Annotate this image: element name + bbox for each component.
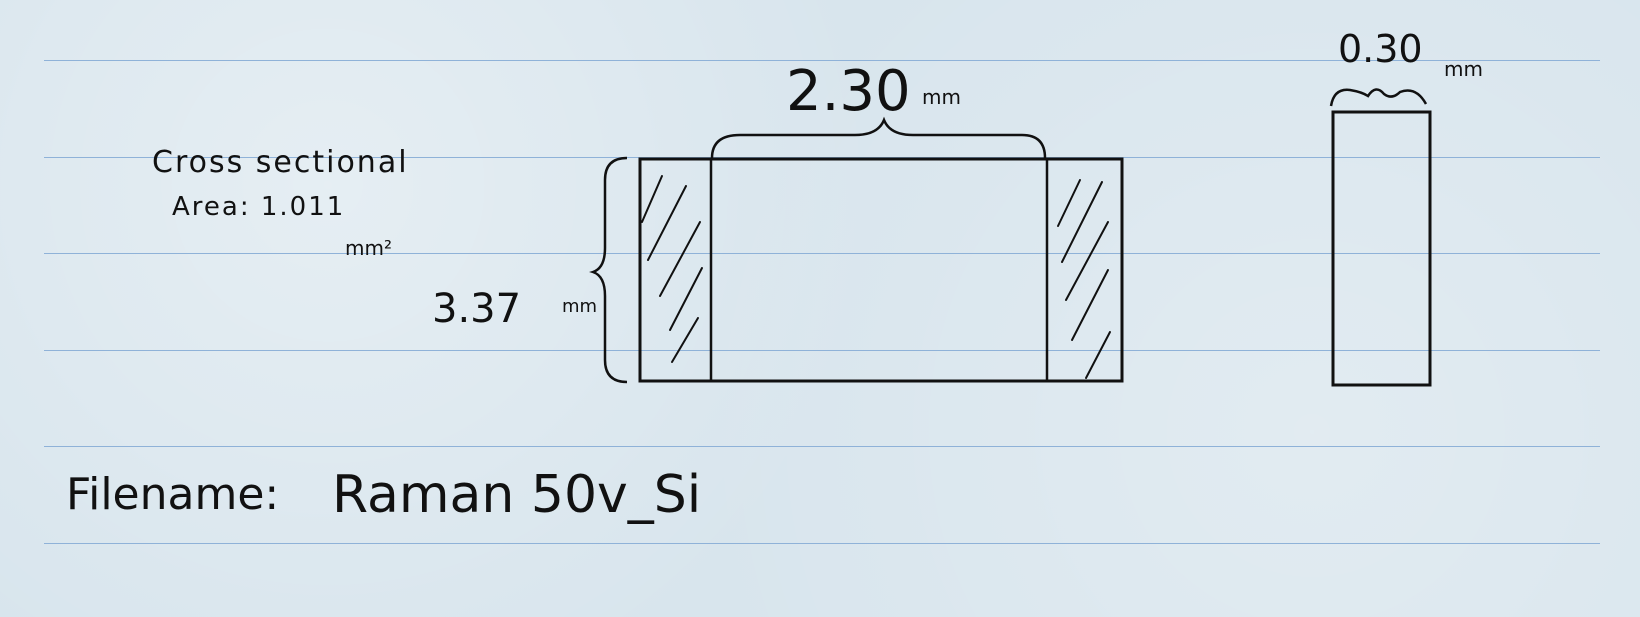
sample-outline [638,157,1124,383]
width-brace [710,116,1047,159]
filename-value: Raman 50v_Si [332,465,701,525]
height-brace [589,156,628,384]
area-label-line2: Area: 1.011 [172,192,345,222]
side-view-outline [1331,110,1432,387]
left-contact-hatching [641,175,703,363]
thickness-unit: mm [1444,57,1483,81]
ruled-line [44,350,1600,351]
thickness-value: 0.30 [1338,27,1423,71]
right-contact-hatching [1057,179,1111,379]
area-unit: mm² [345,236,392,260]
ruled-line [44,253,1600,254]
ruled-line [44,543,1600,544]
filename-label: Filename: [66,469,279,520]
height-unit: mm [562,296,597,317]
area-label-line1: Cross sectional [152,145,409,180]
height-value: 3.37 [432,286,521,332]
ruled-line [44,60,1600,61]
width-unit: mm [922,85,961,109]
thickness-brace [1329,88,1428,107]
width-value: 2.30 [786,59,911,124]
ruled-line [44,446,1600,447]
